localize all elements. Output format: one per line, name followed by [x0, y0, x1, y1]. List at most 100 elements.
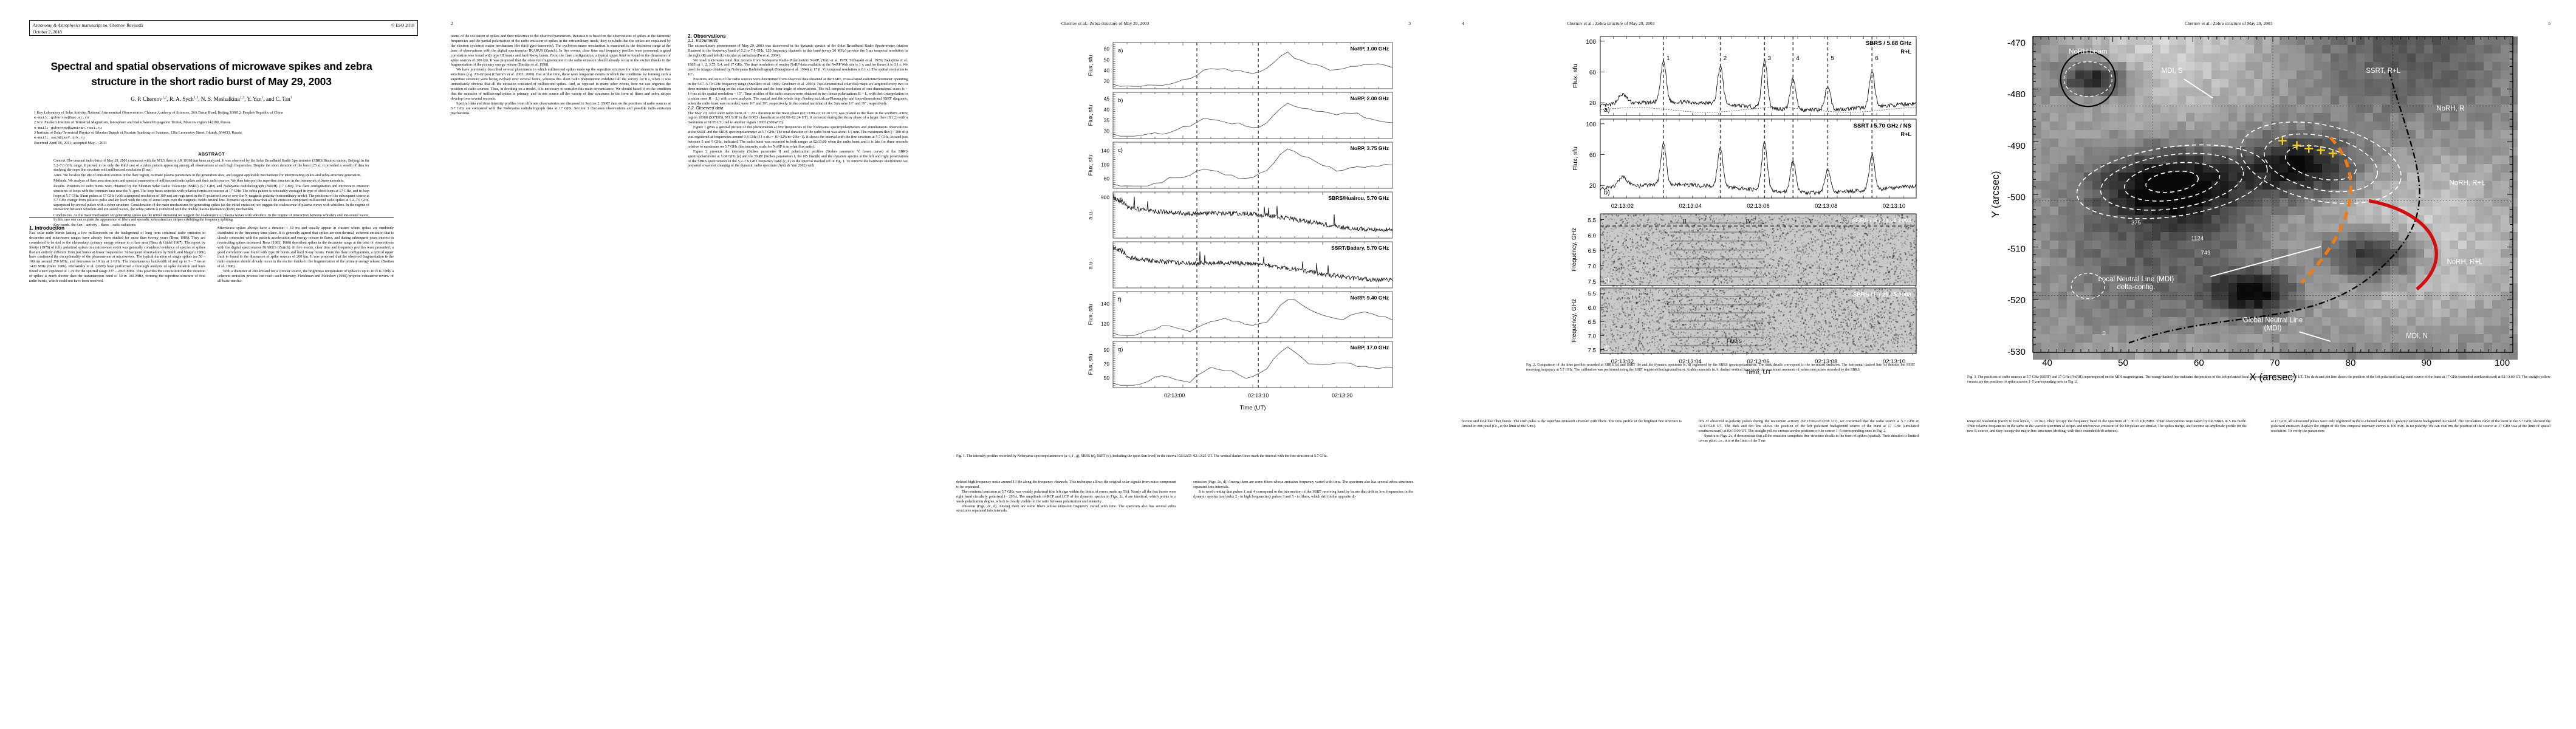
abstract-body: Context. The unusual radio burst of May …	[53, 159, 369, 229]
section-heading-observations: 2. Observations	[688, 33, 726, 39]
p3c2-para-1: emission (Figs. 2c, d). Among them are s…	[1193, 480, 1413, 489]
manuscript-no: manuscript no. Chernov˙Revised5	[81, 22, 143, 28]
p2c2-para-3: Positions and sizes of the radio sources…	[688, 77, 908, 106]
fig3-map-annotation: Local Neutral Line (MDI)	[2098, 276, 2174, 283]
fig2-freq-tick-label: 7.5	[1588, 347, 1596, 354]
p1c1-para-1: Fast solar radio bursts lasting a few mi…	[29, 230, 205, 283]
fig3-x-tick-label: 40	[2042, 358, 2052, 368]
fig2-x-tick-label: 02:13:02	[1611, 203, 1634, 210]
fig1-y-axis-title: Flux, sfu	[1088, 105, 1094, 126]
manuscript-header-box: © ESO 2018 Astronomy & Astrophysics manu…	[29, 20, 418, 36]
fig2-freq-tick-label: 5.5	[1588, 291, 1596, 298]
page1-column-1: 1. Introduction Fast solar radio bursts …	[29, 225, 205, 284]
fig1-y-tick-label: 70	[1104, 361, 1110, 367]
affiliation-2: 2 N.V. Pushkov Institute of Terrestrial …	[34, 121, 231, 125]
page2-column-1: nisms of the excitation of spikes and th…	[451, 34, 671, 115]
fig2-x-tick-label: 02:13:02	[1611, 358, 1634, 365]
fig2-freq-tick-label: 7.5	[1588, 279, 1596, 286]
subsection-heading-instruments: 2.1. Instruments	[688, 38, 718, 43]
fig2-freq-tick-label: 6.5	[1588, 248, 1596, 255]
page-1: arXiv:1111.5405v2 [astro-ph.SR] 28 Nov 2…	[0, 0, 425, 729]
p2c1-para-1: nisms of the excitation of spikes and th…	[451, 34, 671, 67]
fig2-freq-axis-title: Frequency, GHz	[1571, 299, 1578, 343]
author-list: G. P. Chernov1,2, R. A. Sych1,3, N. S. M…	[131, 96, 292, 103]
fig1-y-tick-label: 40	[1104, 106, 1110, 112]
fig3-contour-value-label: 1124	[2191, 235, 2204, 242]
fig3-y-tick-label: -490	[2007, 141, 2026, 151]
fig1-y-tick-label: 120	[1101, 321, 1109, 327]
fig3-map-annotation: MDI, N	[2406, 333, 2428, 340]
fig2-pulse-marker-number: 3	[1767, 55, 1771, 62]
fig2-y-tick-label: 20	[1589, 100, 1597, 107]
fig2-panel-tag: d)	[1604, 344, 1610, 352]
section-heading-introduction: 1. Introduction	[29, 225, 65, 231]
fig2-freq-tick-label: 6.0	[1588, 305, 1596, 312]
affiliation-1: 1 Key Laboratory of Solar Activity, Nati…	[34, 111, 283, 115]
copyright-label: © ESO 2018	[391, 22, 414, 28]
fig1-panel-tag: a)	[1118, 47, 1123, 54]
p3c1-para-3: emission (Figs. 2c, d). Among them are s…	[956, 504, 1176, 513]
p2c2b-para-3: Figure 2 presents the intensity (Stokes …	[688, 149, 908, 168]
fig2-pulse-marker-number: 2	[1724, 55, 1727, 62]
figure-1-plot: a) NoRP, 1.00 GHz 60 50 40 30 Flux, sfu b) NoRP,…	[1088, 42, 1393, 411]
page-3-number: 3	[1408, 21, 1411, 26]
p3c1-para-1: deleted high-frequency noise around 13 H…	[956, 480, 1176, 489]
fig2-x-tick-label: 02:13:08	[1815, 358, 1837, 365]
fig1-y-tick-label: 50	[1104, 375, 1110, 381]
subsection-heading-observed-data: 2.2. Observed data	[688, 106, 724, 111]
p4c1-para-1: rection and look like fiber bursts. The …	[1462, 419, 1682, 428]
p1c2-para-1: Microwave spikes always have a duration …	[218, 226, 394, 269]
fig3-x-tick-label: 80	[2346, 358, 2356, 368]
p2c1-para-3: Spectral data and time intensity profile…	[451, 101, 671, 115]
affiliation-1-email: e-mail: gchernov@bao.ac.cn	[34, 115, 89, 120]
fig3-map-annotation: NoRH, R	[2436, 105, 2464, 112]
fig2-panel-instrument-label: SBRS / 5.68 GHz	[1866, 40, 1911, 47]
p2c2b-para-2: Figure 1 gives a general picture of this…	[688, 125, 908, 149]
fig1-panel-tag: g)	[1118, 346, 1123, 353]
fig1-y-tick-label: 30	[1104, 78, 1110, 84]
p3c2-para-2: It is worth noting that pulses 1 and 4 c…	[1193, 489, 1413, 499]
fig3-y-tick-label: -470	[2007, 38, 2026, 48]
fig3-y-tick-label: -510	[2007, 244, 2026, 254]
page2-column-2: 2. Observations 2.1. Instruments The ext…	[688, 33, 908, 168]
p2c1-para-2: We have previously described several phe…	[451, 67, 671, 101]
figure-2-caption: Fig. 2. Comparison of the time profiles …	[1526, 363, 1915, 372]
abstract-methods: Methods. We analyze of flare area struct…	[53, 179, 344, 183]
fig1-panel-tag: b)	[1118, 97, 1123, 104]
fig2-x-tick-label: 02:13:06	[1747, 358, 1769, 365]
figure-2-plot: 100 60 20 Flux, sfu a) SBRS / 5.68 GHz R+L 1 2 3 4…	[1571, 36, 1918, 376]
page-2-number: 2	[451, 21, 453, 26]
fig2-x-tick-label: 02:13:04	[1679, 358, 1702, 365]
page-5-number: 5	[2548, 21, 2550, 26]
page4-column-2: ters of observed R-polarity pulses durin…	[1699, 419, 1919, 443]
p4c2-para-2: Spectra in Figs. 2c, d demonstrate that …	[1699, 433, 1919, 443]
p5c1-para-1: temporal resolution (rarely to two level…	[1967, 419, 2247, 433]
fig1-panel-frequency-label: NoRP, 17.0 GHz	[1351, 344, 1389, 351]
fig3-x-tick-label: 50	[2118, 358, 2128, 368]
fig1-y-tick-label: 90	[1104, 347, 1110, 353]
fig2-zebra-group-label: IV	[1745, 219, 1752, 225]
fig3-map-annotation: NoRH, R+L	[2447, 258, 2483, 265]
page5-column-2: at 17 GHz, all subsecond pulses were onl…	[2271, 419, 2550, 434]
fig1-y-tick-label: 100	[1101, 162, 1109, 168]
fig2-freq-tick-label: 7.0	[1588, 264, 1596, 270]
fig2-x-tick-label: 02:13:04	[1679, 203, 1702, 210]
fig2-pulse-marker-number: 6	[1875, 55, 1879, 62]
fig1-y-tick-label: 900	[1101, 194, 1109, 200]
page3-column-2: emission (Figs. 2c, d). Among them are s…	[1193, 480, 1413, 499]
affiliation-3: 3 Institute of Solar-Terrestrial Physics…	[34, 131, 242, 135]
p2c2-para-1: The extraordinary phenomenon of May 29, …	[688, 43, 908, 58]
fig2-y-tick-label: 100	[1586, 122, 1596, 128]
fig1-panel-tag: d)	[1118, 197, 1123, 204]
abstract-keywords: Key words. the Sun – activity – flares –…	[53, 224, 136, 228]
fig1-x-axis-title: Time (UT)	[1240, 405, 1266, 411]
fig3-x-tick-label: 70	[2270, 358, 2280, 368]
fig1-x-tick-label: 02:13:10	[1248, 392, 1269, 399]
fig1-y-tick-label: 60	[1104, 176, 1110, 182]
page-4-running-head: Chernov et al.: Zebra structure of May 2…	[1567, 21, 1655, 26]
fig3-y-tick-label: -480	[2007, 89, 2026, 100]
fig1-y-tick-label: 140	[1101, 301, 1109, 307]
fig2-y-tick-label: 60	[1589, 152, 1597, 159]
fig3-map-annotation: NoRH, R+L	[2449, 179, 2485, 187]
